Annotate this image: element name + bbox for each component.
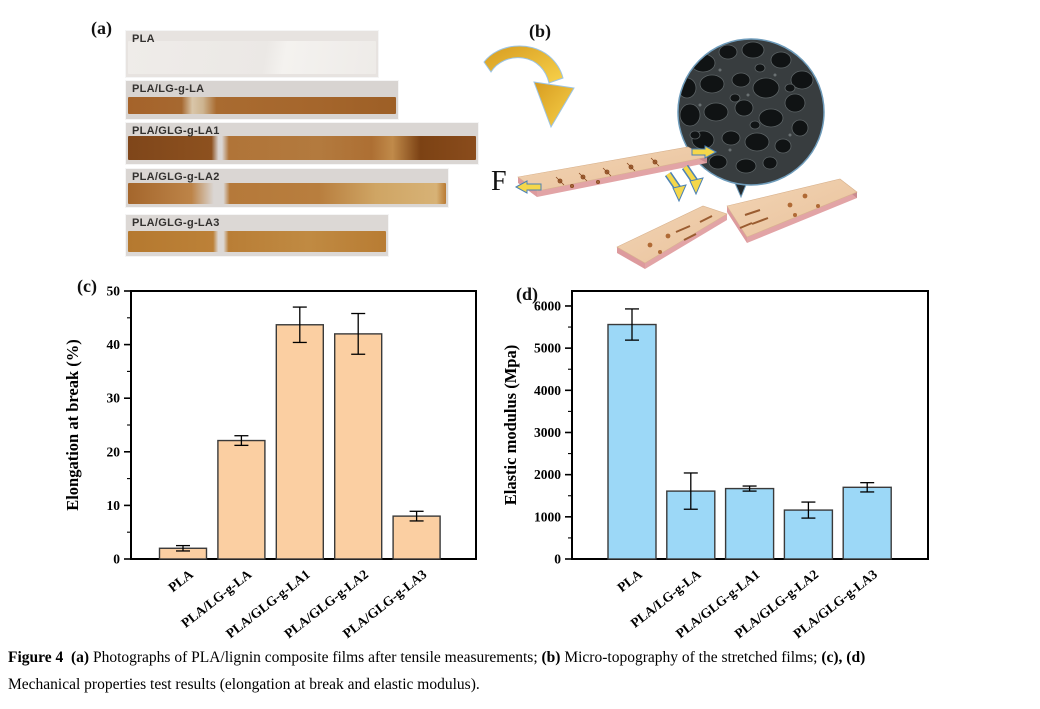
stress-arrows-icon: [664, 164, 704, 203]
caption-line: Mechanical properties test results (elon…: [8, 671, 1032, 698]
y-tick-label: 0: [554, 552, 561, 567]
strip-label: PLA/GLG-g-LA1: [132, 125, 220, 137]
caption-segment: (b): [541, 649, 561, 666]
y-axis-title: Elongation at break (%): [63, 339, 82, 511]
y-tick-label: 20: [107, 444, 121, 459]
y-tick-label: 1000: [534, 509, 561, 524]
broken-film-right: [726, 178, 858, 243]
bar: [217, 439, 266, 560]
caption-line: Figure 4 (a) Photographs of PLA/lignin c…: [8, 644, 1032, 671]
caption-segment: Figure 4: [8, 649, 64, 666]
chart-modulus: 0 1000 2000 3000 4000 5000 6000 Elastic modulus…: [501, 290, 929, 641]
y-axis-title: Elastic modulus (Mpa): [501, 345, 520, 505]
y-tick-label: 2000: [534, 467, 561, 482]
strip-label: PLA/LG-g-LA: [132, 83, 205, 95]
film-image: [128, 231, 386, 252]
y-tick-label: 3000: [534, 425, 561, 440]
film-image: [128, 97, 396, 114]
film-image: [128, 41, 376, 74]
caption-segment: (a): [71, 649, 90, 666]
force-label: F: [491, 166, 507, 197]
panel-d-label: (d): [516, 284, 538, 304]
force-arrow-right-icon: [691, 145, 718, 159]
panel-a-label: (a): [91, 18, 112, 38]
strip-photo: PLA/GLG-g-LA3: [126, 215, 388, 256]
sem-micrograph: [677, 38, 825, 199]
strip-photo: PLA/GLG-g-LA2: [126, 169, 448, 207]
film-image: [128, 136, 476, 160]
bar: [275, 324, 324, 560]
bar: [724, 487, 775, 560]
bar: [842, 486, 892, 560]
bar: [607, 323, 657, 560]
strip-label: PLA: [132, 33, 155, 45]
strip-label: PLA/GLG-g-LA3: [132, 217, 220, 229]
figure-caption: Figure 4 (a) Photographs of PLA/lignin c…: [8, 644, 1032, 698]
curved-arrow-icon: [483, 45, 575, 129]
broken-film-left: [616, 205, 728, 269]
panel-b-label: (b): [529, 21, 551, 41]
x-category-label: PLA: [614, 566, 645, 595]
caption-segment: (c), (d): [821, 649, 866, 666]
panel-c-label: (c): [77, 276, 97, 296]
caption-segment: Photographs of PLA/lignin composite film…: [89, 649, 542, 666]
y-tick-label: 5000: [534, 341, 561, 356]
strip-photo: PLA: [126, 31, 378, 77]
strip-label: PLA/GLG-g-LA2: [132, 171, 220, 183]
caption-segment: [63, 649, 71, 666]
strip-photo: PLA/GLG-g-LA1: [126, 123, 478, 164]
bar: [392, 515, 441, 560]
caption-segment: Micro-topography of the stretched films;: [560, 649, 822, 666]
y-tick-label: 0: [113, 552, 120, 567]
y-tick-label: 10: [107, 498, 121, 513]
y-tick-label: 6000: [534, 298, 561, 313]
caption-segment: Mechanical properties test results (elon…: [8, 676, 480, 694]
stretched-film-schematic: [517, 146, 708, 197]
y-tick-label: 30: [107, 391, 121, 406]
panel-b-illustration: [483, 38, 858, 269]
force-arrow-left-icon: [514, 180, 542, 194]
y-tick-label: 4000: [534, 383, 561, 398]
strip-photo: PLA/LG-g-LA: [126, 81, 398, 119]
y-tick-label: 40: [107, 337, 121, 352]
film-image: [128, 183, 446, 204]
bar: [334, 333, 383, 560]
x-category-label: PLA: [165, 566, 196, 595]
y-tick-label: 50: [107, 284, 121, 299]
